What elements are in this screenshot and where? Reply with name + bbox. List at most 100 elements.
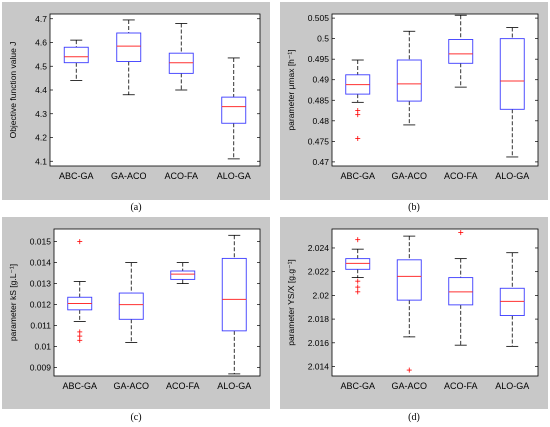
outlier-marker (406, 367, 412, 373)
outlier-marker (355, 284, 361, 290)
outlier-marker (355, 237, 361, 243)
caption-a: (a) (130, 202, 142, 213)
y-tick-label: 2.024 (308, 243, 330, 253)
box-1 (118, 262, 144, 343)
y-tick-label: 0.48 (312, 116, 329, 126)
box-3 (499, 252, 525, 347)
box-iqr (118, 292, 144, 320)
y-tick-label: 4.3 (35, 109, 47, 119)
box-1 (116, 19, 142, 96)
box-plot-chart: 4.1 4.2 4.3 4.4 4.5 4.6 4.7 Objective function … (2, 2, 270, 200)
box-iqr (499, 287, 525, 316)
y-tick-label: 0.495 (308, 54, 330, 64)
box-1 (396, 30, 422, 126)
y-axis-label: parameter kS [g.L⁻¹] (8, 264, 18, 341)
panel-c: 0.009 0.01 0.011 0.012 0.013 0.014 0.015 parame… (2, 217, 270, 409)
y-tick-label: 0.01 (34, 342, 51, 352)
x-category-label: ALO-GA (495, 171, 529, 181)
y-tick-label: 4.4 (35, 85, 47, 95)
outlier-marker (355, 289, 361, 295)
box-3 (221, 234, 247, 375)
y-tick-label: 2.014 (308, 362, 330, 372)
box-0 (345, 237, 371, 295)
panel-a: 4.1 4.2 4.3 4.4 4.5 4.6 4.7 Objective function … (2, 2, 270, 200)
y-axis-label: parameter YS/X [g.g⁻¹] (286, 259, 296, 346)
box-0 (67, 239, 93, 343)
x-category-label: GA-ACO (391, 381, 427, 391)
x-category-label: ACO-FA (444, 381, 478, 391)
outlier-marker (77, 333, 83, 339)
x-category-label: ALO-GA (217, 171, 251, 181)
plot-area (331, 228, 539, 377)
box-iqr (63, 46, 89, 64)
x-category-label: ABC-GA (340, 381, 375, 391)
outlier-marker (458, 230, 464, 236)
plot-area (53, 228, 261, 377)
y-tick-label: 2.022 (308, 267, 330, 277)
box-iqr (448, 39, 474, 64)
box-3 (221, 57, 247, 160)
y-tick-label: 0.475 (308, 136, 330, 146)
x-category-label: GA-ACO (111, 171, 147, 181)
y-tick-label: 0.505 (308, 13, 330, 23)
box-2 (448, 230, 474, 346)
outlier-marker (77, 239, 83, 245)
y-tick-label: 0.013 (30, 279, 52, 289)
y-tick-label: 0.009 (30, 363, 52, 373)
x-category-label: ABC-GA (62, 381, 97, 391)
box-iqr (221, 96, 247, 124)
x-category-label: ABC-GA (340, 171, 375, 181)
caption-d: (d) (408, 412, 420, 423)
outlier-marker (355, 278, 361, 284)
x-category-label: GA-ACO (113, 381, 149, 391)
x-category-label: ALO-GA (495, 381, 529, 391)
box-iqr (221, 257, 247, 332)
x-category-label: ABC-GA (59, 171, 94, 181)
y-tick-label: 2.02 (312, 290, 329, 300)
box-3 (499, 27, 525, 158)
plot-area (49, 13, 261, 167)
y-tick-label: 0.014 (30, 258, 52, 268)
x-category-label: ACO-FA (166, 381, 200, 391)
x-category-label: ACO-FA (164, 171, 198, 181)
box-2 (448, 14, 474, 88)
box-plot-chart: 0.009 0.01 0.011 0.012 0.013 0.014 0.015 parame… (2, 217, 270, 409)
x-category-label: ACO-FA (444, 171, 478, 181)
y-tick-label: 2.018 (308, 314, 330, 324)
y-axis-label: Objective function value J (8, 42, 18, 139)
y-tick-label: 4.1 (35, 156, 47, 166)
x-category-label: GA-ACO (391, 171, 427, 181)
y-tick-label: 2.016 (308, 338, 330, 348)
box-iqr (170, 270, 196, 280)
box-iqr (345, 258, 371, 270)
box-plot-chart: 0.47 0.475 0.48 0.485 0.49 0.495 0.5 0.505 param… (280, 2, 548, 200)
box-iqr (116, 32, 142, 62)
box-iqr (396, 59, 422, 102)
box-iqr (396, 259, 422, 301)
y-tick-label: 4.7 (35, 14, 47, 24)
panel-b: 0.47 0.475 0.48 0.485 0.49 0.495 0.5 0.505 param… (280, 2, 548, 200)
y-tick-label: 0.011 (30, 321, 51, 331)
x-category-label: ALO-GA (217, 381, 251, 391)
box-0 (63, 39, 89, 81)
y-tick-label: 0.5 (317, 34, 329, 44)
box-plot-chart: 2.014 2.016 2.018 2.02 2.022 2.024 parameter Y… (280, 217, 548, 409)
box-1 (396, 235, 422, 373)
box-iqr (448, 277, 474, 306)
panel-d: 2.014 2.016 2.018 2.02 2.022 2.024 parameter Y… (280, 217, 548, 409)
y-tick-label: 0.49 (312, 75, 329, 85)
outlier-marker (355, 112, 361, 118)
y-axis-label: parameter μmax [h⁻¹] (286, 49, 296, 130)
outlier-marker (77, 329, 83, 335)
plot-area (331, 13, 539, 167)
outlier-marker (355, 135, 361, 141)
y-tick-label: 0.012 (30, 300, 52, 310)
outlier-marker (77, 337, 83, 343)
y-tick-label: 0.485 (308, 95, 330, 105)
y-tick-label: 0.015 (30, 237, 52, 247)
box-2 (168, 23, 194, 91)
y-tick-label: 4.6 (35, 38, 47, 48)
y-tick-label: 0.47 (312, 157, 329, 167)
box-0 (345, 59, 371, 141)
y-tick-label: 4.5 (35, 61, 47, 71)
